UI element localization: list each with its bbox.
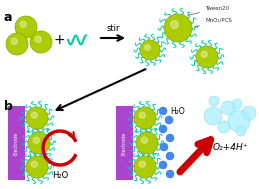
Text: Tween20: Tween20 (188, 6, 229, 15)
Circle shape (209, 96, 219, 106)
Text: Electrode: Electrode (13, 131, 18, 155)
Circle shape (6, 33, 28, 55)
Circle shape (171, 21, 178, 28)
Circle shape (159, 107, 167, 115)
Circle shape (15, 16, 37, 38)
Circle shape (228, 110, 250, 132)
Circle shape (236, 126, 246, 136)
Text: O₂+4H⁺: O₂+4H⁺ (212, 143, 248, 153)
Circle shape (160, 143, 168, 151)
Circle shape (140, 40, 160, 60)
Circle shape (166, 170, 174, 178)
Text: b: b (4, 100, 13, 113)
Text: stir: stir (106, 24, 120, 33)
Circle shape (35, 36, 41, 42)
FancyBboxPatch shape (8, 106, 25, 180)
Circle shape (28, 132, 50, 154)
Circle shape (33, 137, 39, 143)
Circle shape (20, 21, 26, 27)
Circle shape (136, 132, 158, 154)
Circle shape (134, 107, 156, 129)
FancyBboxPatch shape (116, 106, 133, 180)
Circle shape (166, 134, 174, 142)
Circle shape (218, 121, 230, 133)
Circle shape (196, 46, 218, 68)
Text: H₂O: H₂O (170, 107, 185, 116)
Circle shape (141, 137, 147, 143)
Circle shape (159, 125, 167, 133)
Circle shape (201, 51, 207, 57)
Circle shape (242, 106, 256, 120)
Circle shape (31, 161, 37, 167)
Circle shape (232, 99, 242, 109)
Circle shape (31, 112, 37, 118)
Text: Electrode: Electrode (121, 131, 126, 155)
Circle shape (221, 101, 235, 115)
Text: +: + (53, 33, 65, 47)
Text: a: a (4, 11, 12, 24)
Text: H₂O: H₂O (52, 171, 68, 180)
Text: MnO₂/PCS: MnO₂/PCS (194, 18, 232, 27)
Circle shape (134, 156, 156, 178)
Circle shape (145, 45, 150, 50)
Circle shape (30, 31, 52, 53)
Circle shape (165, 116, 173, 124)
Circle shape (139, 112, 145, 118)
Circle shape (166, 152, 174, 160)
Circle shape (204, 107, 222, 125)
Circle shape (26, 156, 48, 178)
Circle shape (159, 161, 167, 169)
Circle shape (164, 14, 192, 42)
Circle shape (26, 107, 48, 129)
Circle shape (11, 38, 17, 44)
Circle shape (139, 161, 145, 167)
